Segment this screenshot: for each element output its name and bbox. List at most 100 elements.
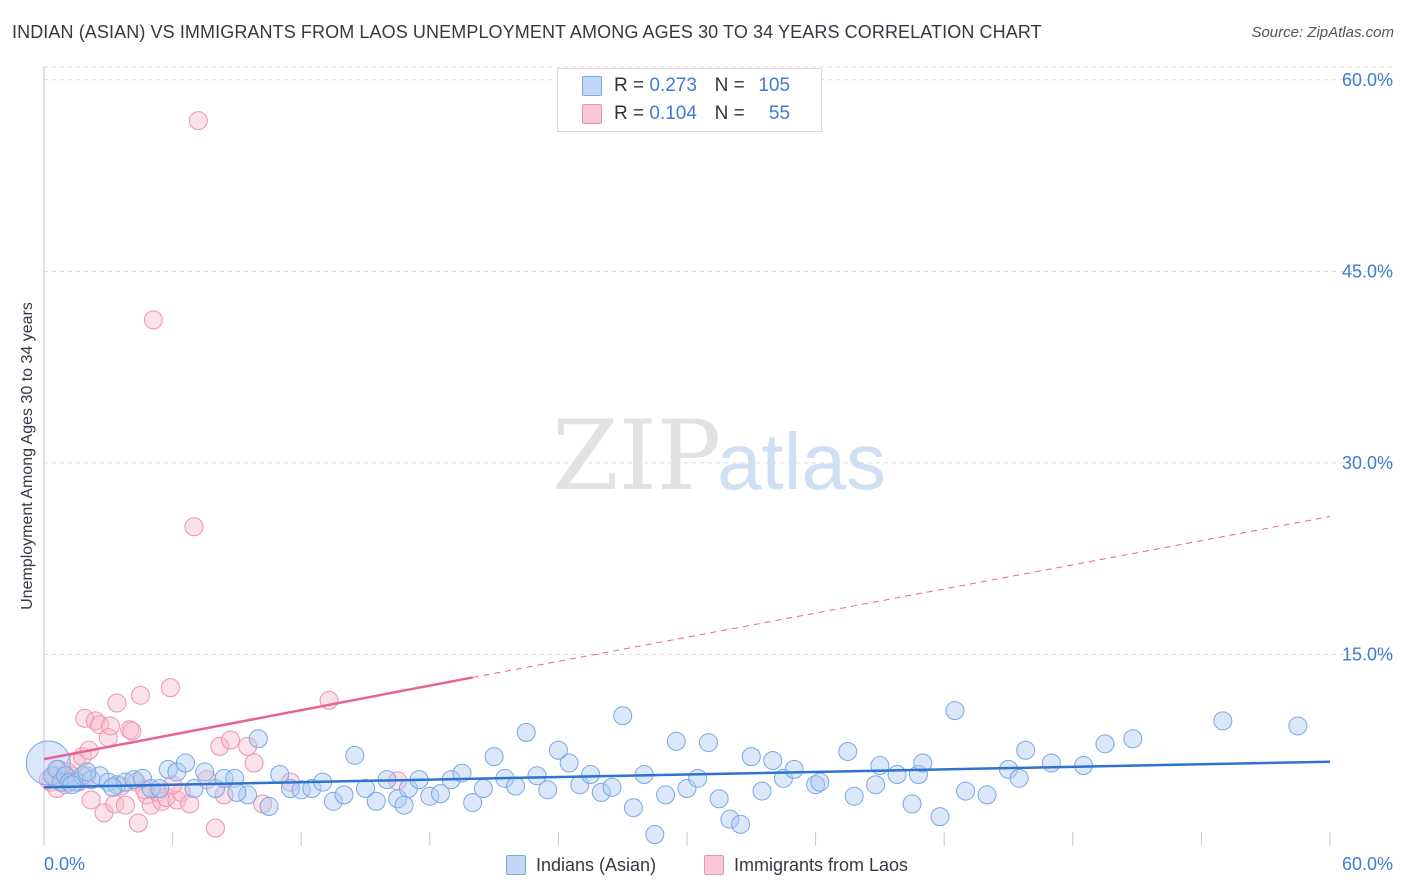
indian-point — [677, 779, 697, 799]
bottom-legend-label: Immigrants from Laos — [734, 854, 909, 875]
indian-point — [150, 779, 170, 799]
indian-point — [484, 747, 504, 767]
bottom-swatch-blue — [506, 855, 526, 875]
indian-point — [763, 750, 783, 770]
laos-trend-line — [43, 676, 473, 761]
legend-row-laos: R = 0.104 N = 55 — [582, 102, 790, 126]
indian-point — [752, 781, 772, 801]
indian-point — [538, 780, 558, 800]
indian-point — [345, 745, 365, 765]
laos-point — [205, 818, 225, 838]
bottom-legend-laos: Immigrants from Laos — [704, 852, 908, 878]
laos-points — [38, 111, 408, 838]
laos-point — [210, 736, 230, 756]
indian-point — [1288, 716, 1308, 736]
indian-point — [473, 779, 493, 799]
legend-n-label: N = — [714, 103, 745, 124]
laos-point — [115, 795, 135, 815]
legend-swatch-blue — [582, 76, 602, 96]
indian-point — [613, 706, 633, 726]
bottom-legend-indians: Indians (Asian) — [506, 852, 656, 878]
indian-point — [527, 766, 547, 786]
laos-point — [238, 736, 258, 756]
laos-point — [122, 721, 142, 741]
indian-point — [656, 785, 676, 805]
indian-point — [698, 733, 718, 753]
indian-point — [866, 775, 886, 795]
indian-point — [463, 793, 483, 813]
indian-point — [741, 747, 761, 767]
legend-n-value: 55 — [768, 103, 791, 124]
x-tick-min: 0.0% — [44, 854, 85, 874]
indian-point — [666, 731, 686, 751]
indian-point — [844, 786, 864, 806]
bottom-swatch-pink — [704, 855, 724, 875]
laos-point — [244, 753, 264, 773]
laos-point — [160, 678, 180, 698]
legend-swatch-pink — [582, 104, 602, 124]
laos-point — [220, 730, 240, 750]
indian-point — [581, 764, 601, 784]
bottom-legend-label: Indians (Asian) — [536, 854, 657, 875]
laos-point — [107, 693, 127, 713]
indian-point — [838, 742, 858, 762]
watermark-zip: ZIP — [552, 400, 721, 512]
laos-point — [184, 517, 204, 537]
indian-point — [720, 809, 740, 829]
trend-lines — [43, 516, 1331, 789]
indian-point — [645, 825, 665, 845]
correlation-legend: R = 0.273 N = 105 R = 0.104 N = 55 — [557, 68, 822, 132]
laos-point — [143, 310, 163, 330]
indian-point — [887, 764, 907, 784]
laos-trend-extension — [472, 516, 1331, 678]
indian-point — [602, 777, 622, 797]
indian-point — [688, 768, 708, 788]
laos-point — [188, 111, 208, 131]
indian-point — [195, 762, 215, 782]
x-tick-max: 60.0% — [1342, 854, 1393, 874]
indian-point — [591, 782, 611, 802]
source-credit: Source: ZipAtlas.com — [1251, 24, 1394, 41]
indian-point — [25, 740, 71, 786]
indian-point — [280, 779, 300, 799]
laos-point — [81, 790, 101, 810]
indian-trend-line — [43, 760, 1331, 789]
indian-point — [516, 722, 536, 742]
legend-row-indians: R = 0.273 N = 105 — [582, 74, 790, 98]
indian-point — [394, 795, 414, 815]
indian-point — [977, 785, 997, 805]
indian-point — [913, 753, 933, 773]
indian-point — [431, 784, 451, 804]
legend-r-label: R = — [614, 75, 645, 96]
indian-point — [956, 781, 976, 801]
indian-point — [784, 759, 804, 779]
indian-point — [248, 729, 268, 749]
indian-point — [902, 794, 922, 814]
indian-point — [366, 791, 386, 811]
laos-point — [100, 716, 120, 736]
watermark-atlas: atlas — [717, 417, 886, 506]
indian-point — [184, 779, 204, 799]
laos-point — [130, 685, 150, 705]
indian-point — [810, 772, 830, 792]
y-tick-label: 60.0% — [1342, 70, 1393, 90]
indian-point — [623, 798, 643, 818]
legend-r-value: 0.104 — [649, 103, 697, 124]
indian-point — [1123, 729, 1143, 749]
indian-point — [356, 779, 375, 799]
grid-lines — [43, 66, 1393, 846]
indian-point — [77, 762, 97, 782]
indian-point — [175, 753, 195, 773]
indian-point — [930, 807, 950, 827]
indian-point — [259, 796, 279, 816]
legend-r-value: 0.273 — [649, 75, 697, 96]
y-tick-label: 15.0% — [1342, 644, 1393, 664]
indian-point — [1213, 711, 1233, 731]
watermark: ZIP atlas — [552, 400, 886, 512]
indian-point — [709, 789, 729, 809]
indian-point — [302, 779, 322, 799]
indian-point — [62, 775, 82, 795]
indian-point — [559, 753, 579, 773]
indian-point — [334, 785, 354, 805]
